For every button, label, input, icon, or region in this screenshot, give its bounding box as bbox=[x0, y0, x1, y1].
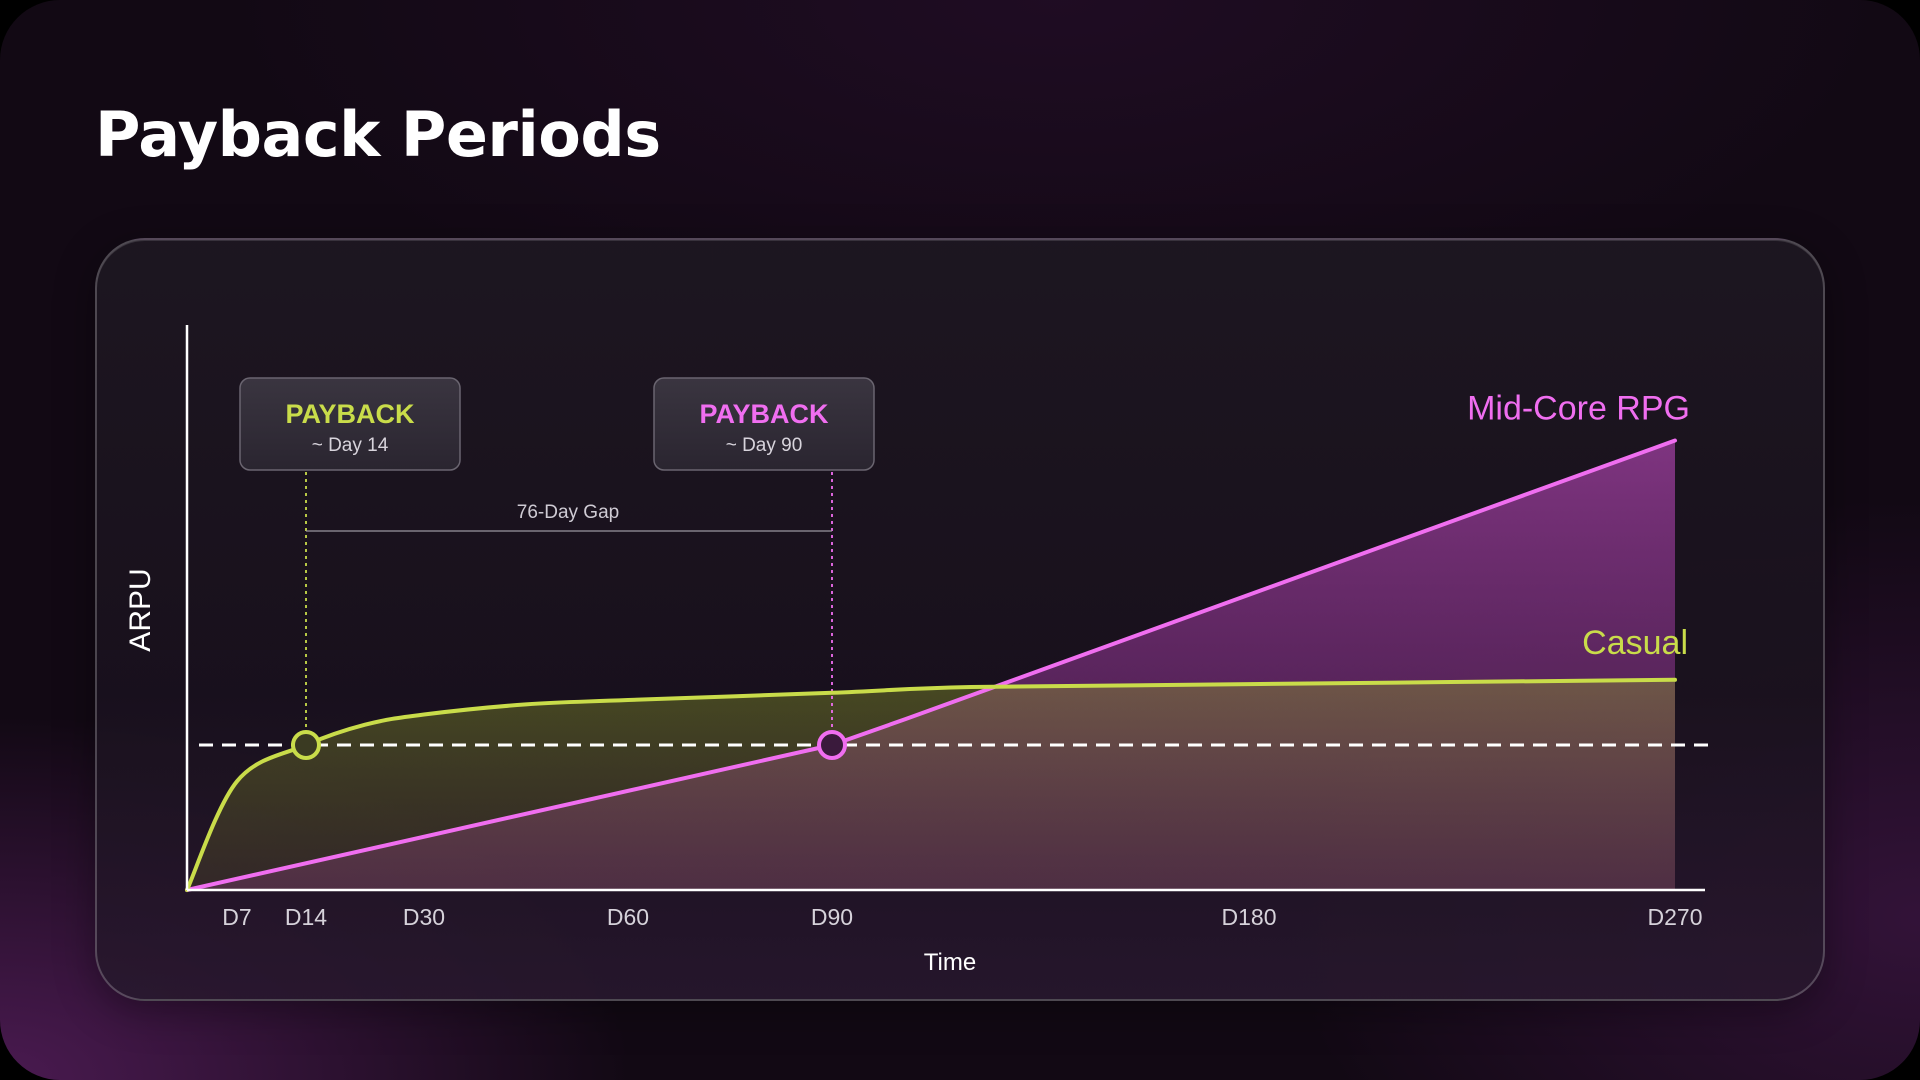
casual-area bbox=[187, 679, 1675, 890]
x-axis-title: Time bbox=[924, 949, 976, 976]
midcore-payback-point bbox=[817, 730, 847, 760]
callout-box bbox=[653, 377, 875, 471]
callout-title: PAYBACK bbox=[699, 399, 829, 429]
callout-subtitle: ~ Day 14 bbox=[312, 435, 389, 456]
x-tick-label: D7 bbox=[222, 904, 251, 930]
page-title: Payback Periods bbox=[95, 98, 661, 171]
callout-subtitle: ~ Day 90 bbox=[726, 435, 803, 456]
payback-callout-midcore: PAYBACK ~ Day 90 bbox=[653, 377, 875, 471]
x-tick-labels: D7 D14 D30 D60 D90 D180 D270 bbox=[222, 904, 1702, 930]
callout-box bbox=[239, 377, 461, 471]
x-tick-label: D60 bbox=[607, 904, 649, 930]
series-label-casual: Casual bbox=[1582, 624, 1688, 662]
x-tick-label: D14 bbox=[285, 904, 327, 930]
x-tick-label: D180 bbox=[1222, 904, 1277, 930]
y-axis-title: ARPU bbox=[124, 568, 157, 651]
series-line-midcore bbox=[185, 438, 1677, 892]
series-label-midcore: Mid-Core RPG bbox=[1467, 390, 1690, 428]
x-tick-label: D90 bbox=[811, 904, 853, 930]
x-tick-label: D270 bbox=[1648, 904, 1703, 930]
payback-callout-casual: PAYBACK ~ Day 14 bbox=[239, 377, 461, 471]
gap-label: 76-Day Gap bbox=[517, 502, 619, 523]
callout-title: PAYBACK bbox=[285, 399, 415, 429]
casual-payback-point bbox=[291, 730, 321, 760]
x-tick-label: D30 bbox=[403, 904, 445, 930]
